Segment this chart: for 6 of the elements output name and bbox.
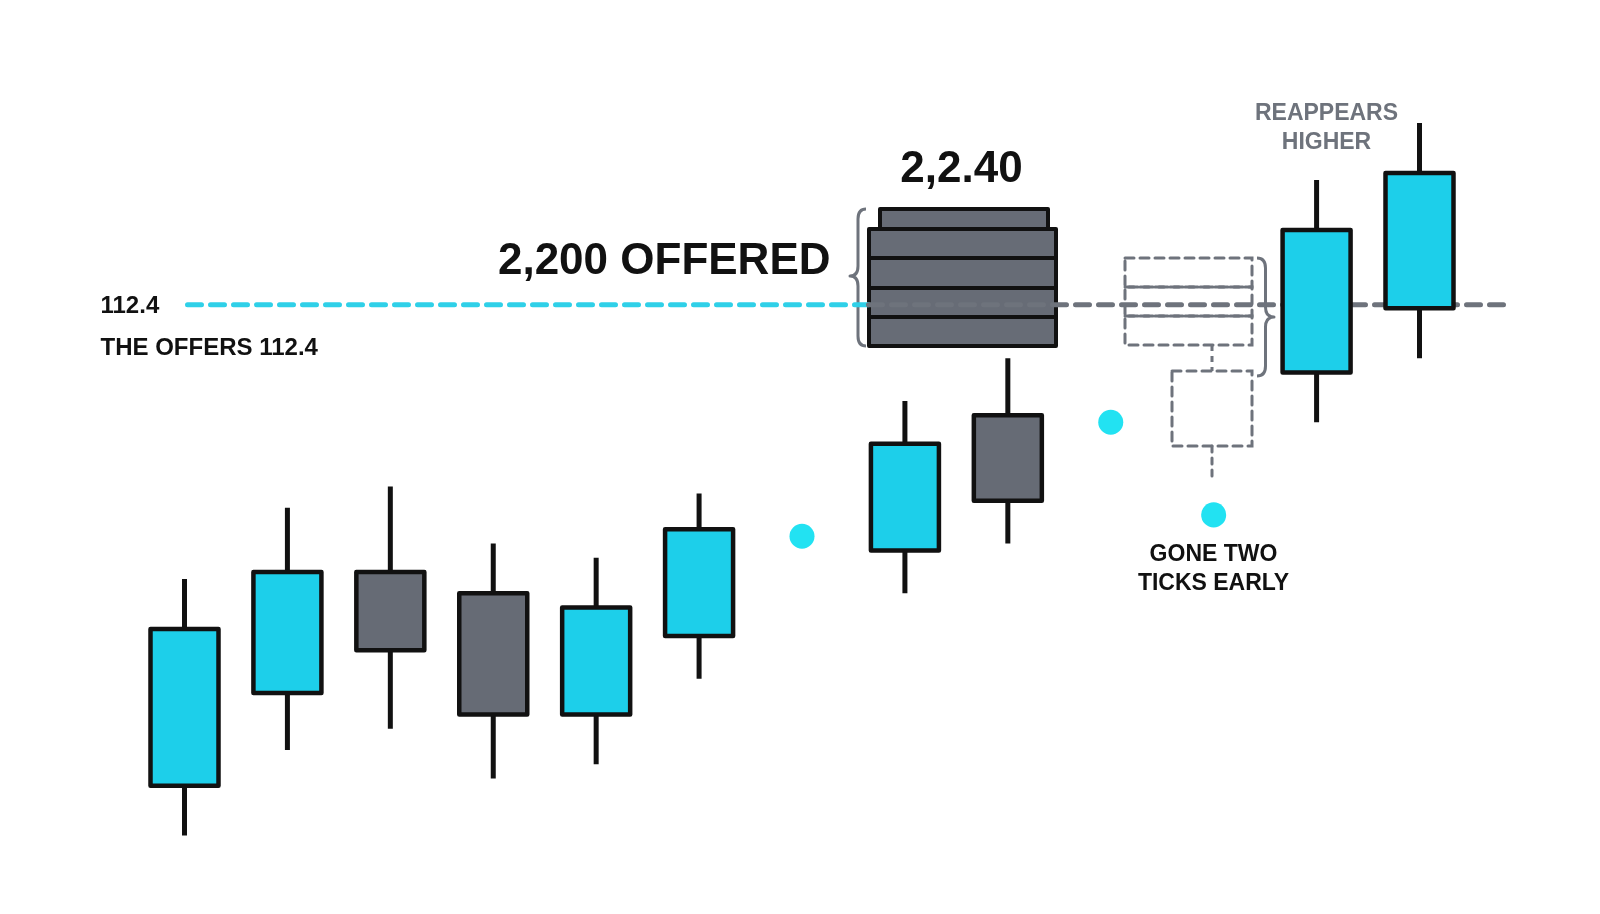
annotation: 2,200 OFFERED bbox=[497, 234, 831, 283]
annotation: GONE TWO TICKS EARLY bbox=[1137, 539, 1290, 596]
annotation: 2,2.40 bbox=[900, 142, 1023, 191]
annotation: REAPPEARS HIGHER bbox=[1254, 98, 1399, 155]
annotation: 112.4 bbox=[100, 291, 160, 318]
annotation: THE OFFERS 112.4 bbox=[100, 333, 319, 360]
